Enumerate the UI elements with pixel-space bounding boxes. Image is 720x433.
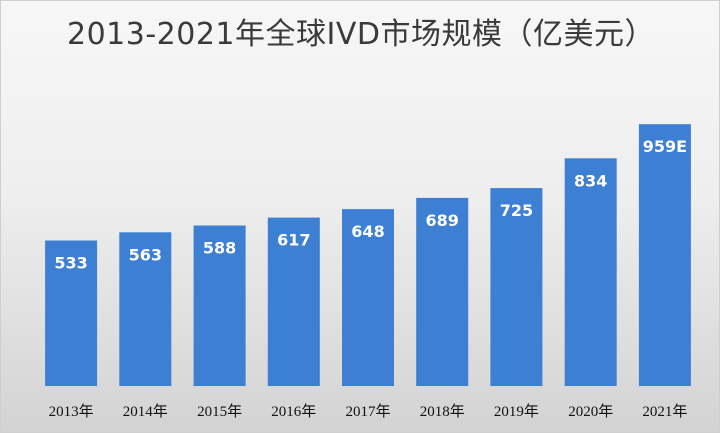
data-label-2017年: 648 [351, 222, 384, 241]
data-label-2018年: 689 [425, 211, 458, 230]
x-tick-label-2015年: 2015年 [197, 403, 242, 420]
bar-2015年 [193, 225, 246, 386]
data-label-2019年: 725 [500, 201, 533, 220]
x-tick-label-2017年: 2017年 [345, 403, 390, 420]
chart-title: 2013-2021年全球IVD市场规模（亿美元） [67, 17, 655, 52]
bar-2020年 [564, 158, 617, 386]
data-label-2021年: 959E [643, 137, 687, 156]
bar-2021年 [638, 124, 691, 386]
bar-2018年 [416, 197, 469, 386]
data-label-2015年: 588 [203, 239, 236, 258]
x-tick-label-2021年: 2021年 [642, 403, 687, 420]
x-tick-label-2019年: 2019年 [494, 403, 539, 420]
bar-2014年 [119, 232, 172, 386]
bar-2017年 [342, 209, 394, 386]
x-tick-label-2014年: 2014年 [123, 403, 168, 420]
data-label-2014年: 563 [129, 245, 162, 264]
data-label-2016年: 617 [277, 231, 310, 250]
bar-2019年 [490, 188, 543, 386]
x-tick-label-2018年: 2018年 [420, 403, 465, 420]
bar-2013年 [45, 240, 98, 386]
x-tick-label-2013年: 2013年 [49, 403, 94, 420]
x-tick-label-2016年: 2016年 [271, 403, 316, 420]
data-label-2013年: 533 [54, 254, 87, 273]
data-label-2020年: 834 [574, 171, 607, 190]
x-tick-label-2020年: 2020年 [568, 403, 613, 420]
bar-2016年 [267, 217, 320, 386]
